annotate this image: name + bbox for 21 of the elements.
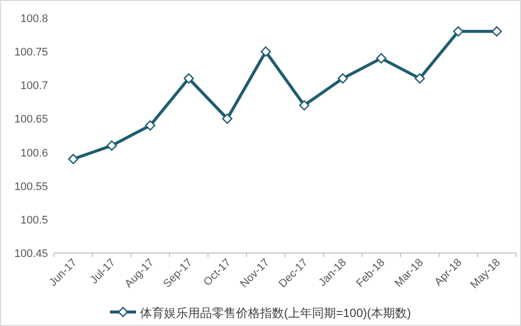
y-tick-label: 100.55 bbox=[14, 180, 48, 193]
y-tick-label: 100.5 bbox=[20, 214, 48, 226]
point bbox=[453, 26, 464, 37]
y-tick-label: 100.7 bbox=[20, 80, 48, 92]
point bbox=[106, 140, 117, 151]
point bbox=[68, 154, 78, 164]
y-tick-label: 100.8 bbox=[20, 13, 48, 25]
point bbox=[338, 73, 348, 84]
y-tick-label: 100.45 bbox=[14, 248, 48, 260]
point bbox=[145, 120, 156, 131]
point bbox=[184, 73, 194, 84]
point bbox=[414, 73, 425, 84]
legend-label: 体育娱乐用品零售价格指数(上年同期=100)(本期数) bbox=[140, 306, 412, 320]
y-tick-label: 100.65 bbox=[14, 114, 48, 126]
y-tick-label: 100.75 bbox=[14, 46, 48, 59]
point bbox=[492, 26, 502, 37]
point bbox=[222, 114, 232, 124]
point bbox=[260, 46, 271, 57]
point bbox=[299, 100, 310, 110]
point bbox=[376, 53, 386, 64]
y-tick-label: 100.6 bbox=[20, 147, 48, 160]
